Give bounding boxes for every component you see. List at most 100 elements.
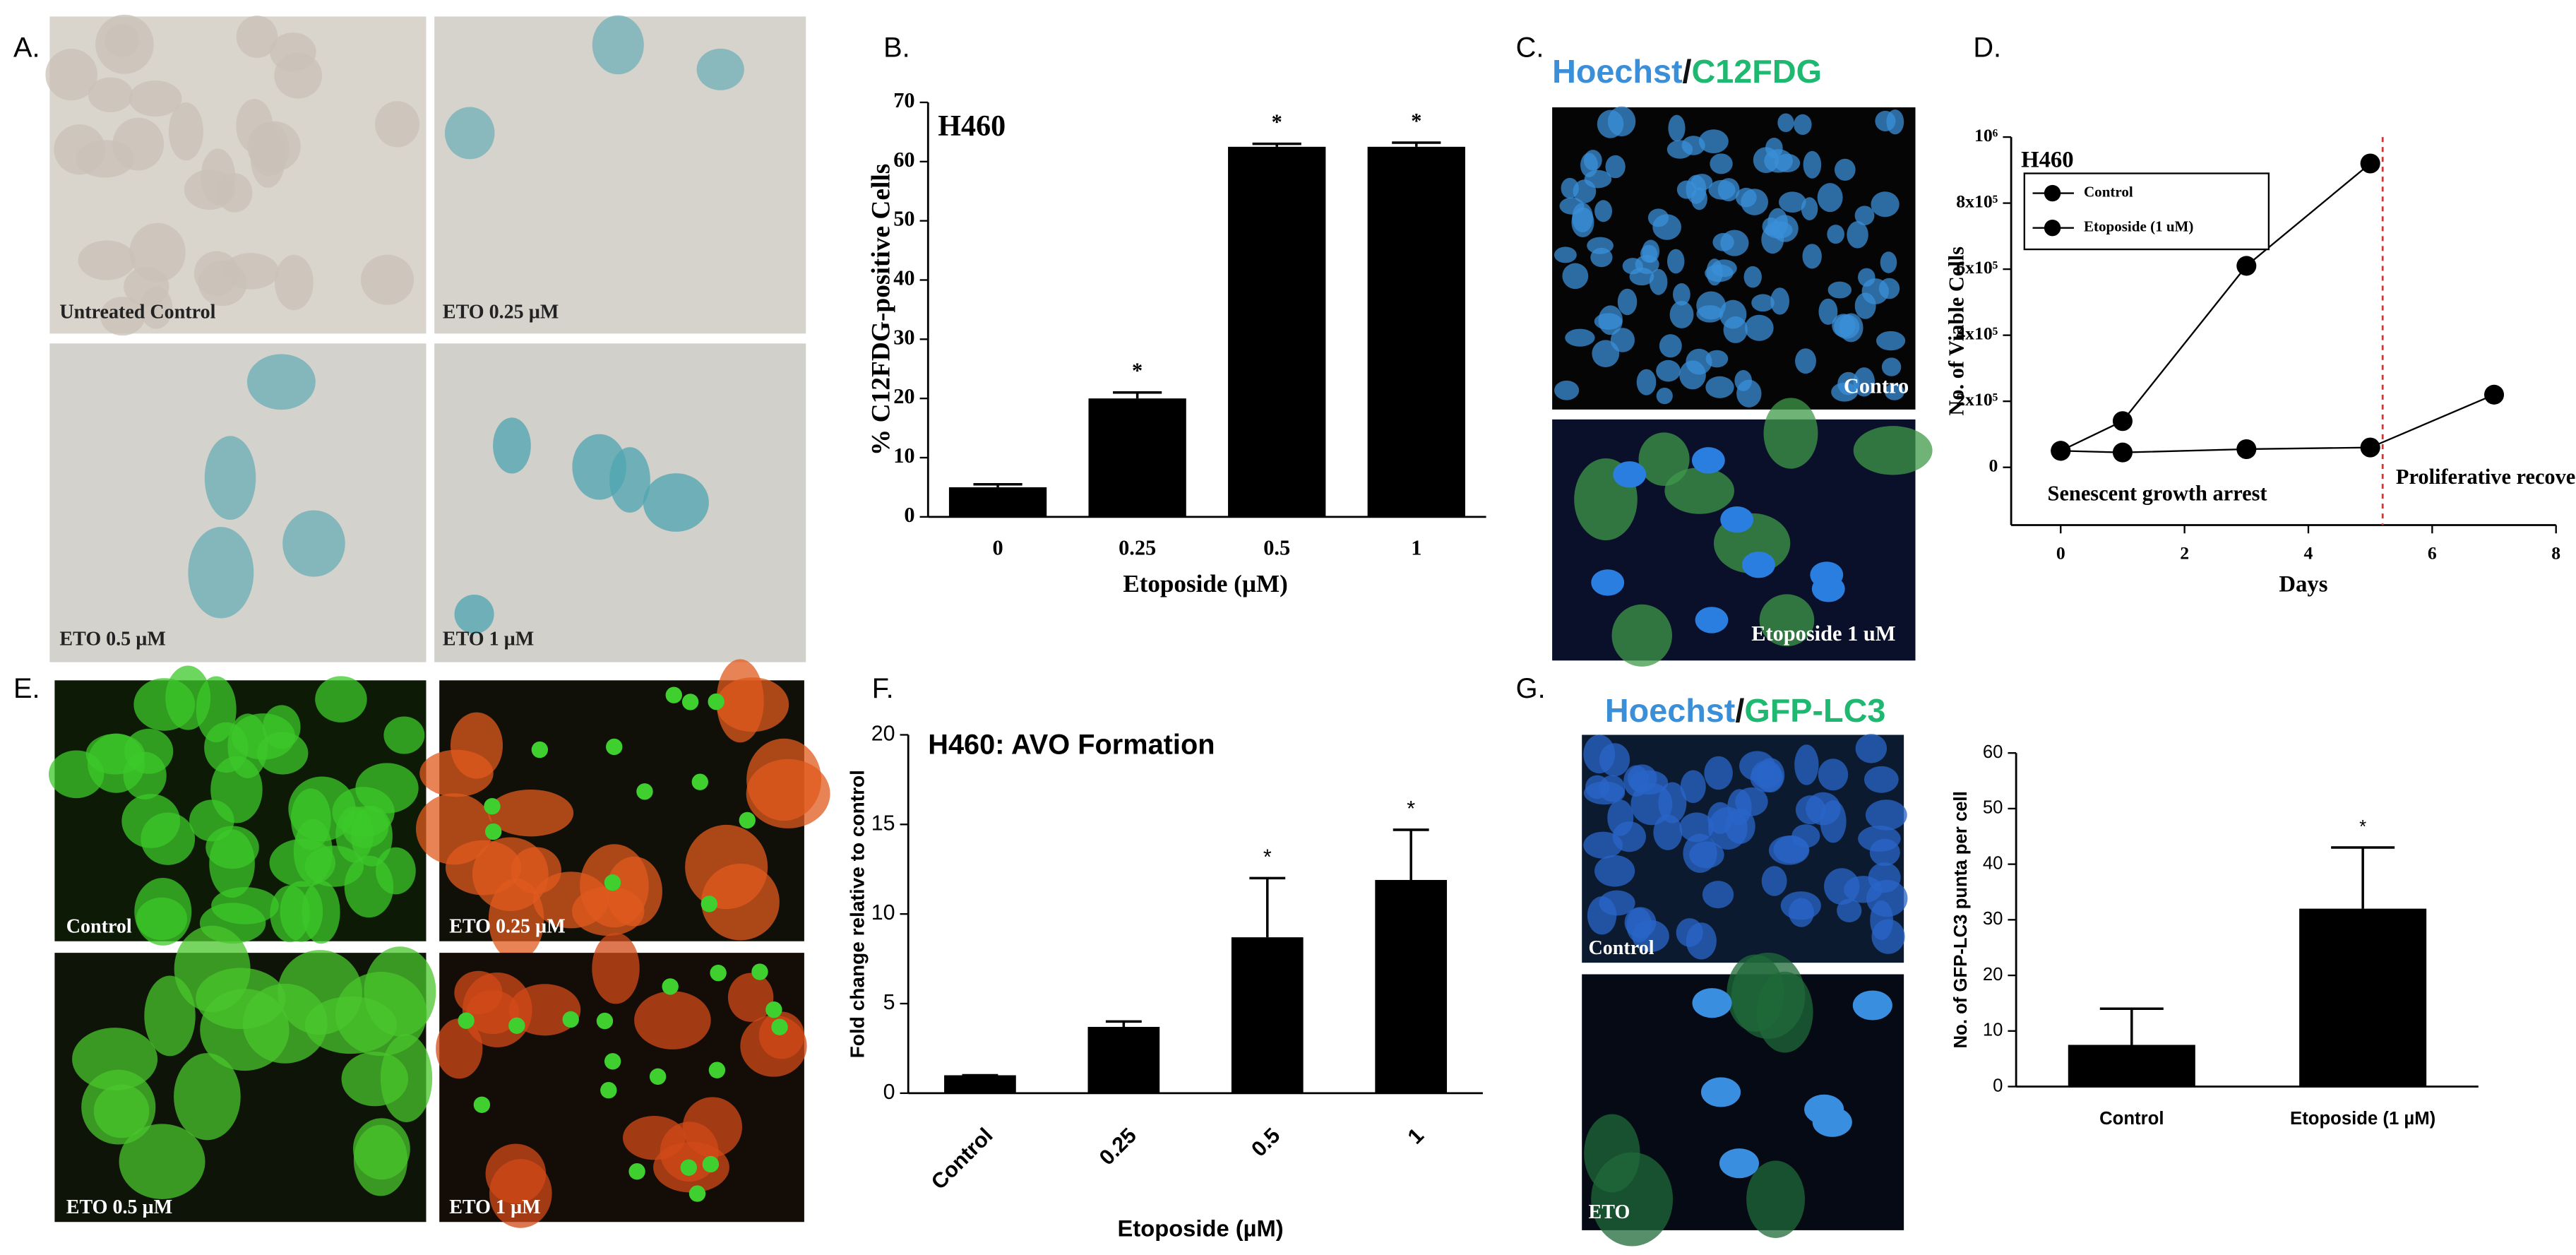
cell [1617,288,1638,316]
image-caption: ETO [1589,1201,1630,1223]
cell [493,417,531,474]
cell [165,665,211,730]
bar [1367,146,1465,517]
significance-label: * [2359,817,2366,837]
cell [105,24,140,57]
cell-core [531,741,549,759]
cell [204,722,249,773]
bar [1088,398,1186,517]
cell-core [606,738,623,756]
cell [1698,129,1729,154]
cell [375,101,420,148]
cell [188,527,254,619]
cell [1689,841,1724,869]
bar [1375,879,1448,1093]
image-header: Hoechst/C12FDG [1552,54,1822,90]
cell [1886,109,1904,135]
x-tick-label: 8 [2551,543,2560,564]
cell-core [604,874,621,891]
nucleus [1700,1077,1741,1107]
cell [1802,244,1822,269]
x-tick-label: 4 [2304,543,2313,564]
y-tick-label: 15 [871,811,895,835]
cell [1744,314,1774,341]
y-axis-label: Fold change relative to control [846,770,868,1058]
cell [1559,197,1585,215]
cell [740,1015,807,1077]
y-tick-label: 0 [904,503,914,527]
cell [1686,348,1712,375]
point [2236,439,2257,460]
y-tick-label: 10 [871,900,895,924]
cell [1854,206,1875,226]
y-tick-label: 0 [1993,1076,2003,1095]
cell [1599,743,1630,777]
cell-core [628,1163,645,1180]
cell [274,52,323,99]
cell [1834,158,1856,181]
cell [592,932,640,1004]
image-caption: Contro [1844,374,1909,398]
cell [140,286,173,329]
y-tick-label: 20 [1983,965,2003,985]
cell [606,856,662,927]
cell-core [562,1011,579,1028]
panel-label: F. [872,673,894,704]
header-part: GFP-LC3 [1744,692,1885,729]
cell [1565,328,1595,347]
x-axis-label: Days [2279,572,2327,597]
cell [1817,183,1843,213]
cell [344,855,394,918]
cell [360,254,415,305]
cell-core [458,1012,475,1029]
panel-label: C. [1516,32,1544,64]
cell [1763,398,1818,469]
point [2360,153,2380,174]
image-caption: Control [66,915,132,937]
cell [119,1124,205,1199]
cell [1554,246,1577,263]
x-axis-label: Etoposide (µM) [1118,1215,1284,1242]
cell [335,972,427,1057]
y-tick-label: 50 [893,207,914,231]
cell [1751,294,1775,312]
y-tick-label: 0 [883,1080,895,1104]
cell-core [473,1096,491,1113]
cell [696,48,744,90]
cell [1759,594,1815,647]
cell-core [662,978,679,995]
cell [1584,169,1612,189]
cell [1554,380,1580,400]
cell [1741,189,1769,215]
cell [1594,200,1613,222]
point [2112,442,2133,463]
header-part: / [1683,54,1692,90]
cell [1676,180,1697,199]
cell [1756,971,1813,1053]
y-tick-label: 20 [893,384,914,408]
legend-box [2023,172,2270,251]
image-caption: ETO 1 µM [443,629,534,650]
cell-core [708,693,724,710]
cell [1827,225,1844,244]
cell [462,973,532,1047]
cell [1794,114,1812,136]
cell [1881,357,1902,376]
cell [1705,376,1734,398]
point [2112,411,2133,432]
cell [1746,1160,1806,1238]
cell [355,763,419,814]
cell [1871,919,1905,954]
cell [1636,369,1657,395]
cell [488,789,574,837]
cell-core [771,1018,788,1035]
cell [1708,179,1736,200]
cell-core [600,1082,617,1099]
cell-core [665,686,682,703]
cell [302,880,340,944]
cell-core [649,1068,667,1086]
nucleus [1691,447,1725,474]
bar [2299,908,2427,1087]
x-axis-label: Etoposide (µM) [1123,570,1288,597]
